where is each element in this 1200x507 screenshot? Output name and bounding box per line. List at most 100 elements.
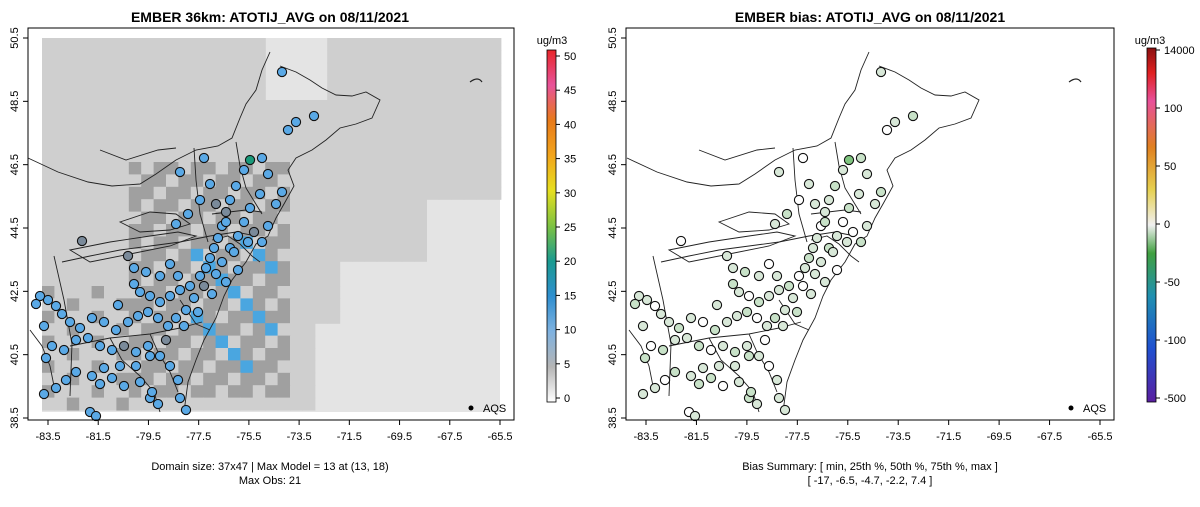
model-tile bbox=[426, 38, 440, 51]
left-x-tick-label: -65.5 bbox=[487, 431, 512, 443]
model-tile bbox=[302, 372, 316, 386]
model-tile bbox=[190, 174, 204, 188]
model-tile bbox=[178, 248, 192, 262]
model-tile bbox=[141, 149, 155, 163]
model-tile bbox=[54, 112, 68, 126]
model-tile bbox=[42, 397, 55, 411]
model-tile bbox=[252, 124, 266, 138]
right-map: -83.5 -81.5 -79.5 -77.5 -75.5 -73.5 -71.5 -69.5… bbox=[607, 27, 1115, 443]
left-aqs-point bbox=[180, 404, 192, 416]
model-tile bbox=[240, 360, 254, 374]
right-aqs-point bbox=[675, 235, 687, 247]
model-tile bbox=[66, 50, 80, 64]
model-tile bbox=[116, 50, 130, 64]
model-tile bbox=[66, 286, 80, 299]
right-aqs-point bbox=[831, 264, 843, 276]
model-tile bbox=[290, 360, 303, 374]
model-tile bbox=[463, 112, 477, 126]
model-tile bbox=[240, 112, 254, 126]
model-tile bbox=[376, 211, 390, 225]
model-tile bbox=[141, 124, 155, 138]
model-tile bbox=[104, 286, 117, 299]
left-aqs-point bbox=[160, 334, 172, 346]
model-tile bbox=[54, 75, 68, 89]
model-tile bbox=[66, 75, 80, 89]
model-tile bbox=[339, 199, 353, 213]
model-tile bbox=[252, 248, 266, 262]
model-tile bbox=[352, 186, 365, 200]
model-tile bbox=[42, 186, 55, 200]
model-tile bbox=[116, 397, 130, 411]
right-aqs-point bbox=[875, 186, 887, 198]
model-tile bbox=[401, 38, 415, 51]
model-tile bbox=[414, 124, 427, 138]
model-tile bbox=[203, 310, 217, 324]
model-tile bbox=[252, 174, 266, 188]
right-aqs-point bbox=[815, 256, 827, 268]
model-tile bbox=[352, 236, 365, 250]
model-tile bbox=[153, 385, 167, 399]
model-tile bbox=[376, 248, 390, 262]
model-tile bbox=[364, 124, 378, 138]
left-map: -83.5 -81.5 -79.5 -77.5 -75.5 -73.5 -71.5 -69.5… bbox=[9, 27, 515, 443]
model-tile bbox=[79, 75, 93, 89]
model-tile bbox=[141, 199, 155, 213]
left-aqs-point bbox=[244, 202, 256, 214]
model-tile bbox=[265, 397, 279, 411]
right-aqs-point bbox=[855, 152, 867, 164]
left-x-tick-label: -73.5 bbox=[287, 431, 312, 443]
model-tile bbox=[414, 137, 427, 151]
right-aqs-point bbox=[773, 284, 785, 296]
left-aqs-point bbox=[118, 380, 130, 392]
model-tile bbox=[104, 75, 117, 89]
model-tile bbox=[327, 50, 341, 64]
model-tile bbox=[389, 199, 403, 213]
model-tile bbox=[190, 348, 204, 361]
model-tile bbox=[91, 174, 105, 188]
model-tile bbox=[79, 224, 93, 237]
model-tile bbox=[42, 100, 55, 113]
model-tile bbox=[190, 385, 204, 399]
model-tile bbox=[364, 87, 378, 101]
right-aqs-point bbox=[639, 352, 651, 364]
model-tile bbox=[277, 286, 291, 299]
right-aqs-point bbox=[855, 236, 867, 248]
model-tile bbox=[215, 385, 229, 399]
model-tile bbox=[128, 100, 142, 113]
model-tile bbox=[364, 186, 378, 200]
left-aqs-point bbox=[98, 362, 110, 374]
model-tile bbox=[104, 224, 117, 237]
left-aqs-point bbox=[164, 258, 176, 270]
model-tile bbox=[277, 162, 291, 175]
model-tile bbox=[91, 75, 105, 89]
model-tile bbox=[302, 348, 316, 361]
model-tile bbox=[438, 137, 452, 151]
model-tile bbox=[240, 174, 254, 188]
right-aqs-point bbox=[763, 290, 775, 302]
model-tile bbox=[178, 360, 192, 374]
model-tile bbox=[116, 62, 130, 76]
model-tile bbox=[228, 137, 241, 151]
model-tile bbox=[290, 261, 303, 275]
right-aqs-point bbox=[779, 404, 791, 416]
model-tile bbox=[54, 211, 68, 225]
model-tile bbox=[389, 50, 403, 64]
model-tile bbox=[290, 385, 303, 399]
model-tile bbox=[290, 335, 303, 349]
left-aqs-point bbox=[262, 168, 274, 180]
model-tile bbox=[128, 397, 142, 411]
left-aqs-point bbox=[112, 299, 124, 311]
right-x-tick-label: -79.5 bbox=[734, 431, 759, 443]
model-tile bbox=[240, 87, 254, 101]
model-tile bbox=[389, 87, 403, 101]
right-aqs-point bbox=[771, 270, 783, 282]
model-tile bbox=[91, 323, 105, 337]
left-aqs-point bbox=[172, 374, 184, 386]
left-colorbar-label: 5 bbox=[564, 359, 570, 371]
right-aqs-point bbox=[761, 320, 773, 332]
model-tile bbox=[314, 273, 328, 287]
right-boundary-line bbox=[782, 65, 980, 413]
model-tile bbox=[128, 335, 142, 349]
model-tile bbox=[438, 75, 452, 89]
model-tile bbox=[153, 50, 167, 64]
